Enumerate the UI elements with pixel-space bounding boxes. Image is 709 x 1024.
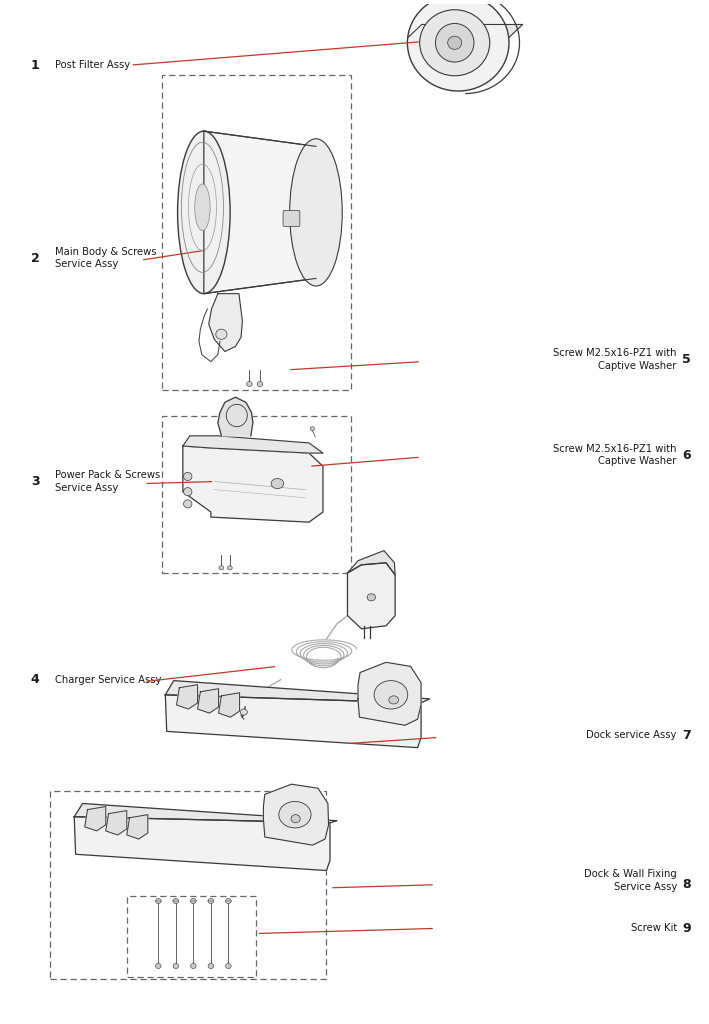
Text: Screw M2.5x16-PZ1 with
Captive Washer: Screw M2.5x16-PZ1 with Captive Washer [553, 444, 677, 466]
Ellipse shape [408, 0, 509, 91]
Text: 7: 7 [682, 729, 691, 742]
Ellipse shape [447, 36, 462, 49]
Polygon shape [165, 681, 430, 702]
Text: 2: 2 [30, 252, 40, 264]
Text: Post Filter Assy: Post Filter Assy [55, 60, 130, 70]
Ellipse shape [225, 898, 231, 903]
Polygon shape [74, 804, 337, 823]
Ellipse shape [173, 964, 179, 969]
Ellipse shape [219, 566, 224, 570]
Ellipse shape [191, 898, 196, 903]
Text: 8: 8 [682, 879, 691, 891]
Polygon shape [218, 397, 253, 436]
Ellipse shape [155, 898, 161, 903]
Ellipse shape [177, 131, 230, 294]
Polygon shape [74, 817, 330, 870]
Ellipse shape [155, 964, 161, 969]
Bar [50, 792, 326, 979]
Ellipse shape [228, 566, 233, 570]
Polygon shape [85, 807, 106, 830]
Ellipse shape [257, 382, 263, 387]
Text: 1: 1 [30, 58, 40, 72]
Ellipse shape [389, 696, 398, 703]
Polygon shape [165, 695, 421, 748]
Bar [127, 896, 257, 977]
Ellipse shape [225, 964, 231, 969]
Polygon shape [264, 784, 328, 845]
Polygon shape [177, 685, 198, 709]
Ellipse shape [216, 329, 227, 339]
Polygon shape [347, 563, 395, 629]
Ellipse shape [184, 487, 192, 496]
Ellipse shape [184, 472, 192, 480]
Ellipse shape [195, 184, 210, 230]
Ellipse shape [247, 382, 252, 387]
Polygon shape [183, 446, 323, 522]
Polygon shape [358, 663, 421, 725]
Ellipse shape [435, 24, 474, 62]
Polygon shape [208, 294, 242, 351]
Text: Main Body & Screws
Service Assy: Main Body & Screws Service Assy [55, 247, 157, 269]
Ellipse shape [367, 594, 376, 601]
Text: Power Pack & Screws
Service Assy: Power Pack & Screws Service Assy [55, 470, 160, 493]
Text: 4: 4 [30, 673, 40, 686]
Ellipse shape [184, 500, 192, 508]
Text: 9: 9 [682, 922, 691, 935]
Ellipse shape [374, 681, 408, 709]
Ellipse shape [208, 898, 213, 903]
Ellipse shape [311, 427, 315, 431]
Polygon shape [347, 551, 395, 574]
Ellipse shape [191, 964, 196, 969]
Ellipse shape [208, 964, 213, 969]
Ellipse shape [279, 802, 311, 827]
Ellipse shape [290, 138, 342, 286]
FancyBboxPatch shape [283, 210, 300, 226]
Bar [162, 416, 351, 573]
Ellipse shape [240, 709, 247, 715]
Polygon shape [204, 131, 316, 294]
Text: Charger Service Assy: Charger Service Assy [55, 675, 162, 685]
Ellipse shape [420, 10, 490, 76]
Text: 6: 6 [682, 449, 691, 462]
Ellipse shape [173, 898, 179, 903]
Polygon shape [106, 811, 127, 835]
Polygon shape [218, 693, 240, 717]
Text: 3: 3 [30, 475, 40, 488]
Text: 5: 5 [682, 353, 691, 367]
Text: Dock service Assy: Dock service Assy [586, 730, 677, 740]
Text: Dock & Wall Fixing
Service Assy: Dock & Wall Fixing Service Assy [584, 869, 677, 892]
Polygon shape [183, 436, 323, 453]
Polygon shape [408, 25, 523, 38]
Ellipse shape [271, 478, 284, 488]
Polygon shape [127, 815, 147, 839]
Bar [162, 75, 351, 390]
Ellipse shape [291, 815, 300, 823]
Text: Screw Kit: Screw Kit [630, 924, 677, 934]
Polygon shape [198, 689, 218, 713]
Text: Screw M2.5x16-PZ1 with
Captive Washer: Screw M2.5x16-PZ1 with Captive Washer [553, 348, 677, 371]
